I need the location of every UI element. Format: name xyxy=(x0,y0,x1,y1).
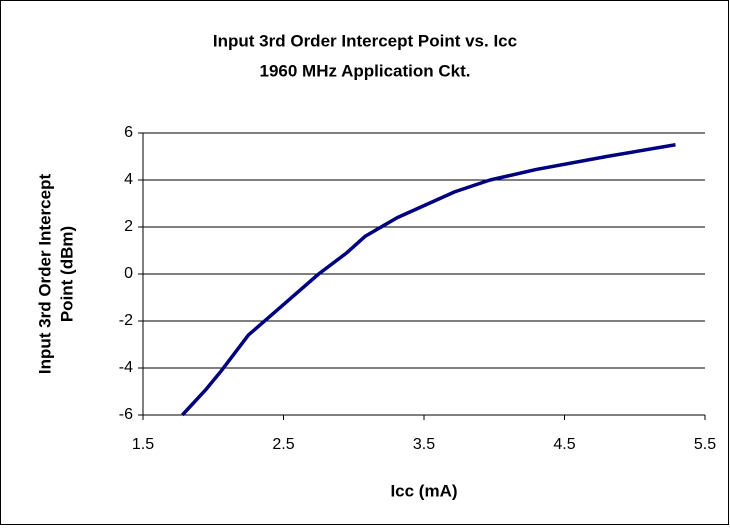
data-line xyxy=(181,143,676,417)
x-tick-label: 3.5 xyxy=(413,436,435,453)
x-tick-label: 2.5 xyxy=(272,436,294,453)
x-axis-label: Icc (mA) xyxy=(390,481,457,500)
y-axis-label: Input 3rd Order Intercept xyxy=(35,174,54,375)
y-tick-label: 6 xyxy=(124,124,133,141)
x-tick-label: 1.5 xyxy=(132,436,154,453)
y-tick-label: -2 xyxy=(119,312,133,329)
y-tick-label: 0 xyxy=(124,265,133,282)
y-tick-label: 4 xyxy=(124,171,133,188)
chart-title: Input 3rd Order Intercept Point vs. Icc xyxy=(213,31,517,50)
y-tick-label: -6 xyxy=(119,406,133,423)
x-tick-label: 4.5 xyxy=(553,436,575,453)
y-tick-label: -4 xyxy=(119,359,133,376)
x-tick-label: 5.5 xyxy=(694,436,716,453)
chart-subtitle: 1960 MHz Application Ckt. xyxy=(260,61,471,80)
y-tick-label: 2 xyxy=(124,218,133,235)
y-axis-label: Point (dBm) xyxy=(57,226,76,322)
